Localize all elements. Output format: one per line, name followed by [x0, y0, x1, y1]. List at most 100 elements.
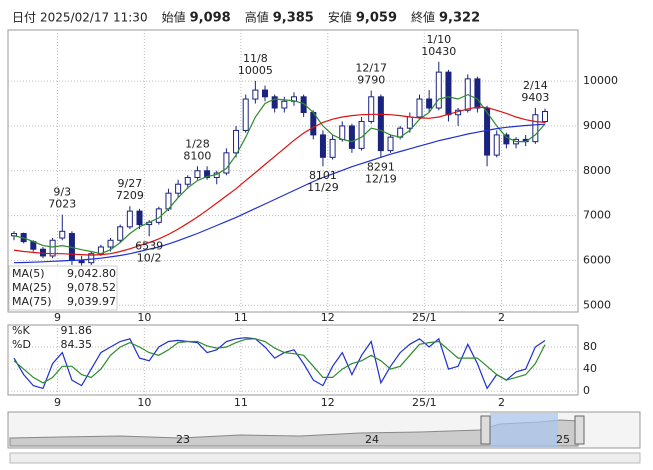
- x-tick-label: 25/1: [412, 311, 437, 324]
- annotation-date: 1/10: [426, 33, 451, 46]
- annotation-date: 12/17: [355, 62, 387, 75]
- x-tick-label: 2: [498, 311, 505, 324]
- candle-body: [78, 259, 85, 264]
- candle-body: [223, 152, 230, 174]
- candle-body: [107, 239, 114, 248]
- candle-body: [542, 111, 548, 123]
- candle-body: [474, 78, 481, 109]
- candle-body: [377, 96, 384, 152]
- legend-value: 91.86: [61, 324, 93, 337]
- stoch-panel: [7, 324, 579, 396]
- candle-body: [262, 89, 269, 98]
- annotation-date: 11/8: [243, 52, 268, 65]
- legend-box: [8, 265, 118, 311]
- annotation-price: 7023: [48, 198, 76, 211]
- candle-body: [184, 177, 191, 185]
- candle-body: [300, 96, 307, 113]
- y-tick-label: 8000: [583, 164, 611, 177]
- x-tick-label: 25/1: [412, 396, 437, 409]
- candle-body: [204, 170, 211, 179]
- series-line: [13, 123, 546, 264]
- legend-name: MA(75): [12, 295, 52, 308]
- annotation-date: 10/2: [137, 251, 162, 264]
- candle-body: [532, 114, 539, 143]
- candle-body: [117, 226, 124, 241]
- y-tick-label: 9000: [583, 119, 611, 132]
- y-tick-label: 40: [583, 362, 597, 375]
- candle-body: [126, 210, 133, 228]
- candle-body: [416, 98, 423, 118]
- candle-body: [387, 136, 394, 152]
- annotation-price: 6539: [135, 239, 163, 252]
- y-tick-label: 0: [583, 384, 590, 397]
- y-tick-label: 5000: [583, 298, 611, 311]
- x-tick-label: 10: [137, 396, 151, 409]
- header-value: 9,322: [439, 11, 480, 26]
- legend-name: %D: [12, 338, 31, 351]
- candle-body: [319, 134, 326, 158]
- series-line: [13, 106, 546, 256]
- annotation-date: 9/27: [118, 177, 143, 190]
- y-tick-label: 6000: [583, 253, 611, 266]
- header-label: 高値: [245, 10, 269, 25]
- x-tick-label: 11: [234, 396, 248, 409]
- header-value: 2025/02/17 11:30: [40, 11, 148, 25]
- navigator-label: 25: [556, 433, 570, 446]
- legend-name: %K: [12, 324, 30, 337]
- header-value: 9,098: [190, 11, 231, 26]
- annotation-date: 2/14: [523, 79, 548, 92]
- x-tick-label: 9: [54, 311, 61, 324]
- legend-value: 84.35: [61, 338, 93, 351]
- header-value: 9,385: [273, 11, 314, 26]
- header-label: 始値: [162, 10, 186, 25]
- candle-body: [348, 125, 355, 149]
- y-tick-label: 7000: [583, 209, 611, 222]
- candle-body: [339, 125, 346, 140]
- legend-value: 9,042.80: [67, 267, 116, 280]
- candle-body: [233, 129, 240, 154]
- candle-body: [493, 134, 500, 156]
- candle-body: [194, 170, 201, 179]
- navigator-label: 24: [365, 433, 379, 446]
- x-tick-label: 12: [321, 396, 335, 409]
- header-value: 9,059: [356, 11, 397, 26]
- annotation-price: 7209: [116, 189, 144, 202]
- candle-body: [271, 96, 278, 109]
- candle-body: [49, 239, 56, 257]
- header-label: 日付: [12, 11, 36, 25]
- candle-body: [368, 96, 375, 122]
- candle-body: [281, 100, 288, 109]
- candle-body: [435, 71, 442, 109]
- x-tick-label: 10: [137, 311, 151, 324]
- header-label: 安値: [328, 10, 352, 25]
- navigator-selection: [490, 413, 558, 447]
- x-tick-label: 11: [234, 311, 248, 324]
- candle-body: [503, 134, 510, 145]
- candle-body: [136, 210, 143, 226]
- navigator-area: [9, 419, 579, 447]
- annotation-price: 10005: [238, 64, 273, 77]
- series-line: [13, 93, 546, 255]
- annotation-date: 1/28: [185, 137, 210, 150]
- legend-name: MA(25): [12, 281, 52, 294]
- y-tick-label: 10000: [583, 74, 618, 87]
- annotation-date: 11/29: [307, 181, 339, 194]
- annotation-date: 12/19: [365, 173, 397, 186]
- legend-value: 9,078.52: [67, 281, 116, 294]
- candle-body: [329, 138, 336, 158]
- series-line: [13, 338, 546, 384]
- candle-body: [426, 98, 433, 109]
- scrollbar[interactable]: [9, 452, 641, 464]
- navigator-handle-right[interactable]: [574, 415, 585, 445]
- candle-body: [88, 253, 95, 264]
- candle-body: [59, 230, 66, 239]
- navigator-handle-left[interactable]: [480, 415, 491, 445]
- annotation-price: 9403: [521, 91, 549, 104]
- annotation-price: 9790: [357, 74, 385, 87]
- legend-value: 9,039.97: [67, 295, 116, 308]
- candle-body: [175, 183, 182, 194]
- annotation-price: 8291: [367, 161, 395, 174]
- x-tick-label: 2: [498, 396, 505, 409]
- annotation-price: 8101: [309, 169, 337, 182]
